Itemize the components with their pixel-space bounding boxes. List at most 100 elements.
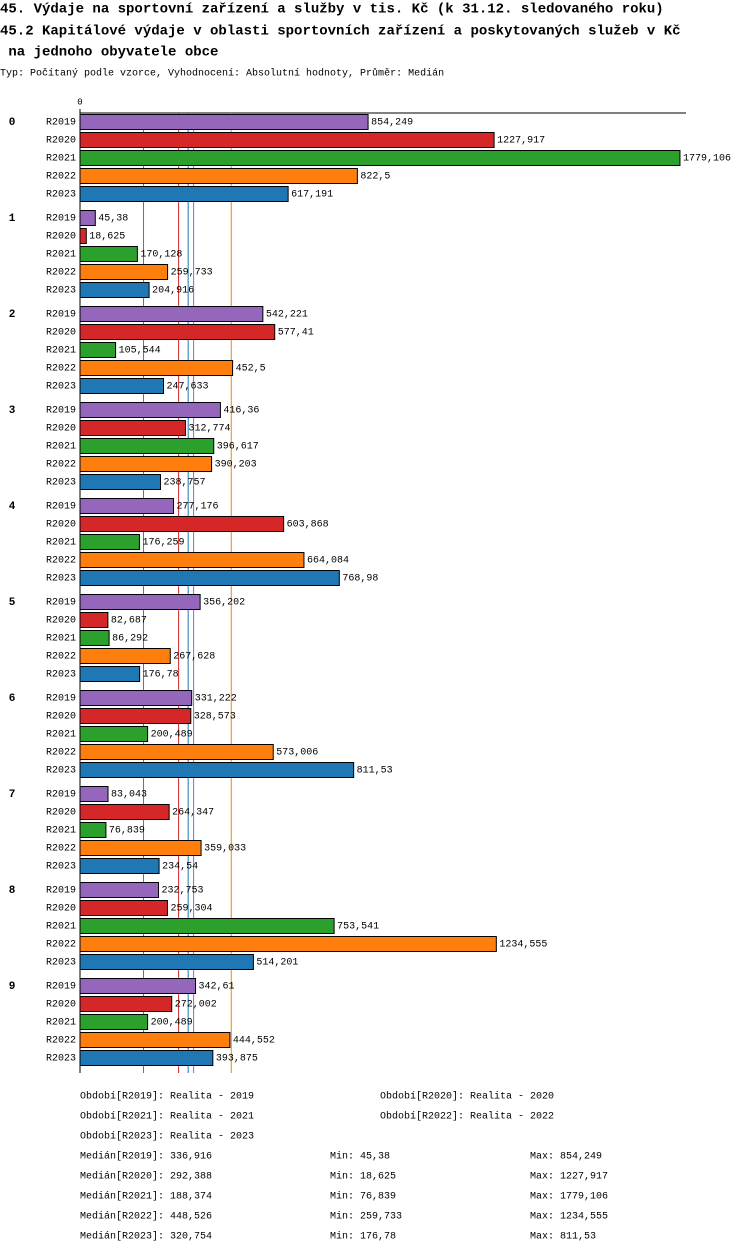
median-stat: Medián[R2021]: 188,374 bbox=[80, 1191, 212, 1203]
value-label: 18,625 bbox=[89, 232, 125, 243]
series-label: R2022 bbox=[46, 172, 76, 183]
value-label: 514,201 bbox=[256, 958, 298, 969]
value-label: 396,617 bbox=[217, 442, 259, 453]
series-label: R2021 bbox=[46, 634, 76, 645]
bar bbox=[79, 630, 110, 646]
series-label: R2020 bbox=[46, 904, 76, 915]
bar bbox=[79, 456, 213, 472]
bar bbox=[79, 804, 170, 820]
series-label: R2020 bbox=[46, 616, 76, 627]
bar bbox=[79, 246, 138, 262]
median-stat: Medián[R2019]: 336,916 bbox=[80, 1151, 212, 1163]
series-label: R2023 bbox=[46, 382, 76, 393]
value-label: 176,259 bbox=[142, 538, 184, 549]
value-label: 664,084 bbox=[307, 556, 349, 567]
series-label: R2022 bbox=[46, 652, 76, 663]
series-label: R2020 bbox=[46, 520, 76, 531]
series-label: R2022 bbox=[46, 844, 76, 855]
series-label: R2019 bbox=[46, 598, 76, 609]
series-label: R2023 bbox=[46, 286, 76, 297]
value-label: 247,633 bbox=[167, 382, 209, 393]
min-stat: Min: 18,625 bbox=[330, 1171, 396, 1183]
value-label: 342,61 bbox=[199, 982, 235, 993]
value-label: 170,128 bbox=[140, 250, 182, 261]
bar bbox=[79, 708, 192, 724]
series-label: R2023 bbox=[46, 670, 76, 681]
value-label: 312,774 bbox=[188, 424, 230, 435]
series-label: R2019 bbox=[46, 118, 76, 129]
value-label: 200,489 bbox=[151, 730, 193, 741]
bar bbox=[79, 534, 140, 550]
bar bbox=[79, 594, 201, 610]
bar bbox=[79, 306, 264, 322]
category-label: 8 bbox=[9, 885, 16, 897]
median-stat: Medián[R2020]: 292,388 bbox=[80, 1171, 212, 1183]
bar bbox=[79, 918, 335, 934]
value-label: 822,5 bbox=[360, 172, 390, 183]
bar bbox=[79, 342, 117, 358]
value-label: 393,875 bbox=[216, 1054, 258, 1065]
bar bbox=[79, 402, 221, 418]
bar bbox=[79, 282, 150, 298]
min-stat: Min: 176,78 bbox=[330, 1231, 396, 1243]
legend-entry: Období[R2020]: Realita - 2020 bbox=[380, 1091, 554, 1103]
series-label: R2023 bbox=[46, 190, 76, 201]
value-label: 1234,555 bbox=[499, 940, 547, 951]
bar bbox=[79, 1032, 231, 1048]
value-label: 82,687 bbox=[111, 616, 147, 627]
bar bbox=[79, 978, 197, 994]
category-label: 2 bbox=[9, 309, 16, 321]
legend-entry: Období[R2019]: Realita - 2019 bbox=[80, 1091, 254, 1103]
value-label: 259,304 bbox=[170, 904, 212, 915]
category-label: 3 bbox=[9, 405, 16, 417]
series-label: R2019 bbox=[46, 502, 76, 513]
series-label: R2022 bbox=[46, 940, 76, 951]
series-label: R2021 bbox=[46, 154, 76, 165]
bar bbox=[79, 882, 159, 898]
max-stat: Max: 1227,917 bbox=[530, 1172, 608, 1183]
value-label: 603,868 bbox=[287, 520, 329, 531]
series-label: R2021 bbox=[46, 1018, 76, 1029]
category-label: 6 bbox=[9, 693, 16, 705]
bar bbox=[79, 570, 340, 586]
value-label: 577,41 bbox=[278, 328, 314, 339]
category-label: 1 bbox=[9, 213, 16, 225]
series-label: R2020 bbox=[46, 424, 76, 435]
bar bbox=[79, 648, 171, 664]
bar bbox=[79, 840, 202, 856]
series-label: R2020 bbox=[46, 1000, 76, 1011]
series-label: R2021 bbox=[46, 730, 76, 741]
value-label: 176,78 bbox=[143, 670, 179, 681]
series-label: R2019 bbox=[46, 982, 76, 993]
bar bbox=[79, 936, 497, 952]
series-label: R2021 bbox=[46, 250, 76, 261]
value-label: 277,176 bbox=[176, 502, 218, 513]
series-label: R2023 bbox=[46, 478, 76, 489]
value-label: 232,753 bbox=[161, 886, 203, 897]
value-label: 267,628 bbox=[173, 652, 215, 663]
series-label: R2022 bbox=[46, 1036, 76, 1047]
bar bbox=[79, 900, 168, 916]
value-label: 452,5 bbox=[236, 364, 266, 375]
bar bbox=[79, 210, 96, 226]
chart-title: 45. Výdaje na sportovní zařízení a služb… bbox=[0, 2, 664, 18]
bar bbox=[79, 114, 369, 130]
series-label: R2020 bbox=[46, 712, 76, 723]
category-label: 9 bbox=[9, 981, 16, 993]
legend-entry: Období[R2023]: Realita - 2023 bbox=[80, 1131, 254, 1143]
bar bbox=[79, 438, 215, 454]
value-label: 328,573 bbox=[194, 712, 236, 723]
series-label: R2020 bbox=[46, 232, 76, 243]
value-label: 331,222 bbox=[195, 694, 237, 705]
bar bbox=[79, 786, 109, 802]
bar bbox=[79, 690, 193, 706]
series-label: R2019 bbox=[46, 310, 76, 321]
chart-subtitle: na jednoho obyvatele obce bbox=[0, 45, 218, 61]
max-stat: Max: 811,53 bbox=[530, 1232, 596, 1243]
legend-entry: Období[R2022]: Realita - 2022 bbox=[380, 1111, 554, 1123]
bar bbox=[79, 150, 681, 166]
value-label: 86,292 bbox=[112, 634, 148, 645]
value-label: 768,98 bbox=[342, 574, 378, 585]
max-stat: Max: 1779,106 bbox=[530, 1192, 608, 1203]
